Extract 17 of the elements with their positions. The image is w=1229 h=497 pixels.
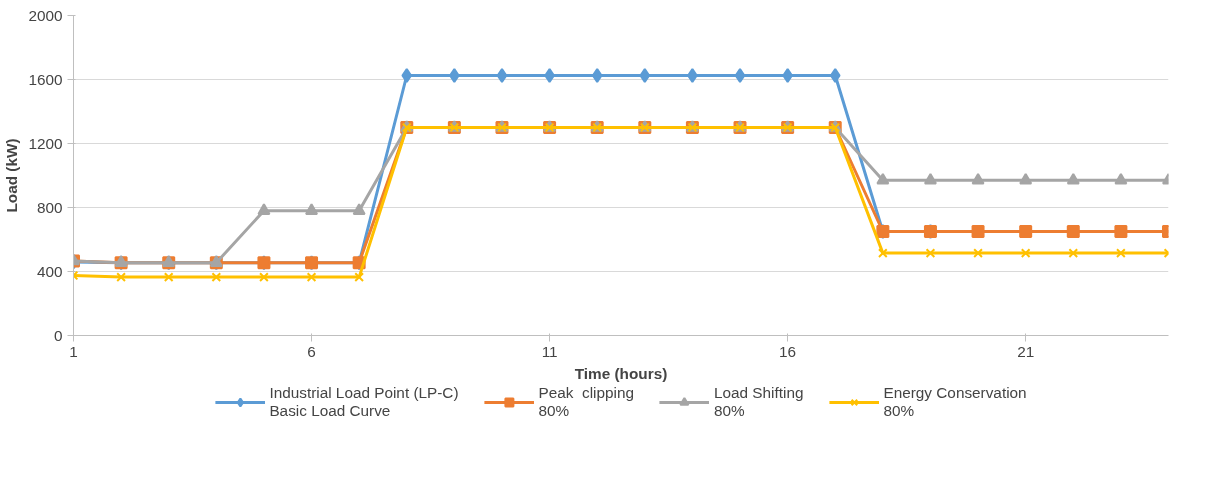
y-tick-label: 800 — [36, 198, 63, 216]
x-tick-label: 1 — [69, 342, 78, 360]
x-tick-label: 16 — [779, 342, 797, 360]
y-tick-label: 0 — [53, 326, 63, 344]
x-axis-title: Time (hours) — [574, 364, 668, 382]
legend-label: Load Shifting 80% — [713, 384, 804, 420]
legend-label: Energy Conservation 80% — [883, 384, 1027, 420]
x-tick-label: 6 — [307, 342, 316, 360]
y-tick-label: 1600 — [28, 70, 63, 88]
legend-label: Industrial Load Point (LP-C) Basic Load Curve — [269, 384, 459, 420]
y-tick-label: 1200 — [28, 134, 63, 152]
y-axis-title: Load (kW) — [3, 138, 21, 213]
legend-label: Peak clipping 80% — [538, 384, 634, 420]
x-tick-label: 21 — [1017, 342, 1035, 360]
x-tick-label: 11 — [541, 342, 558, 360]
y-tick-label: 400 — [36, 262, 63, 280]
y-tick-label: 2000 — [28, 6, 63, 24]
